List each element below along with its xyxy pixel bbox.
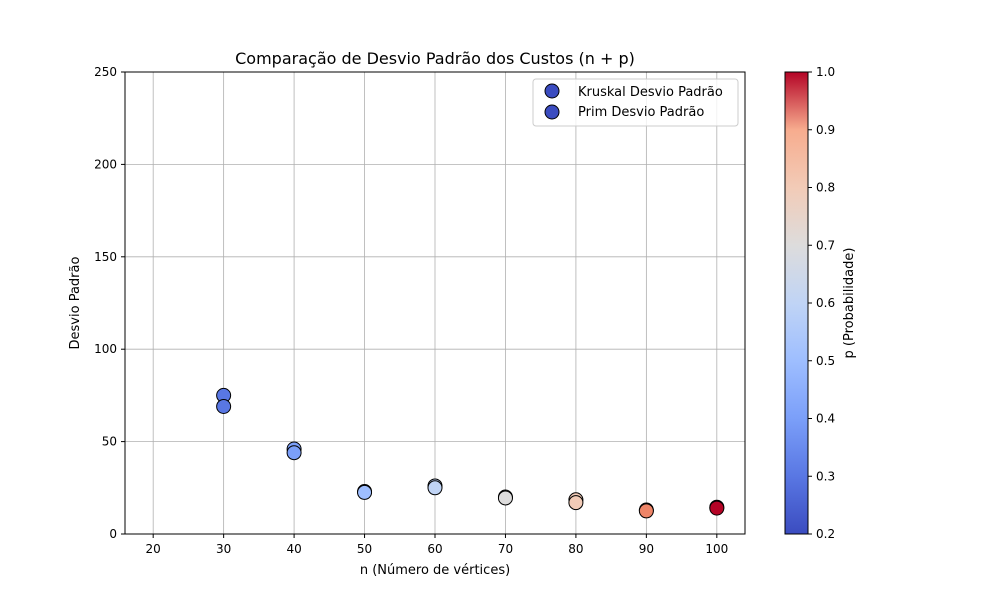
colorbar-tick-label: 1.0 (816, 65, 835, 79)
colorbar-tick-label: 0.9 (816, 123, 835, 137)
prim-point (357, 484, 373, 500)
prim-point (638, 503, 654, 519)
x-tick-label: 60 (427, 542, 442, 556)
x-tick-label: 90 (639, 542, 654, 556)
prim-point (568, 495, 584, 511)
x-tick-label: 70 (498, 542, 513, 556)
y-axis-label: Desvio Padrão (68, 257, 83, 350)
x-tick-label: 50 (357, 542, 372, 556)
y-tick-label: 100 (94, 342, 117, 356)
prim-point (286, 445, 302, 461)
plot-frame (124, 71, 746, 535)
colorbar-tick-label: 0.5 (816, 354, 835, 368)
y-tick-label: 250 (94, 65, 117, 79)
y-tick-label: 150 (94, 250, 117, 264)
legend-label-prim: Prim Desvio Padrão (578, 105, 704, 120)
x-tick-label: 100 (705, 542, 728, 556)
legend-box (532, 78, 739, 127)
x-axis-label: n (Número de vértices) (360, 563, 510, 578)
y-tick-label: 0 (109, 527, 117, 541)
x-tick-label: 30 (216, 542, 231, 556)
axis-ticks: 20 30 40 50 60 70 80 90 100 0 50 100 150 200 250 (94, 65, 728, 556)
x-tick-label: 80 (568, 542, 583, 556)
colorbar-tick-label: 0.3 (816, 469, 835, 483)
legend-marker-prim (544, 104, 560, 120)
colorbar-label: p (Probabilidade) (842, 248, 857, 359)
legend: Kruskal Desvio Padrão Prim Desvio Padrão (532, 78, 739, 127)
colorbar-tick-label: 0.2 (816, 527, 835, 541)
chart-title: Comparação de Desvio Padrão dos Custos (… (235, 49, 635, 68)
colorbar-ticks: 0.2 0.3 0.4 0.5 0.6 0.7 0.8 0.9 1.0 (808, 65, 835, 541)
colorbar-tick-label: 0.4 (816, 412, 835, 426)
prim-point (427, 480, 443, 496)
y-tick-label: 50 (102, 435, 117, 449)
colorbar: 0.2 0.3 0.4 0.5 0.6 0.7 0.8 0.9 1.0 p (Probabili… (784, 65, 857, 541)
colorbar-gradient (784, 71, 809, 535)
colorbar-tick-label: 0.7 (816, 238, 835, 252)
prim-point (497, 490, 513, 506)
grid (125, 71, 745, 535)
prim-point (216, 398, 232, 414)
y-tick-label: 200 (94, 157, 117, 171)
legend-label-kruskal: Kruskal Desvio Padrão (578, 85, 723, 100)
x-tick-label: 20 (146, 542, 161, 556)
colorbar-tick-label: 0.8 (816, 181, 835, 195)
prim-point (709, 500, 725, 516)
data-points (216, 387, 725, 519)
legend-marker-kruskal (544, 83, 560, 99)
x-tick-label: 40 (286, 542, 301, 556)
colorbar-tick-label: 0.6 (816, 296, 835, 310)
